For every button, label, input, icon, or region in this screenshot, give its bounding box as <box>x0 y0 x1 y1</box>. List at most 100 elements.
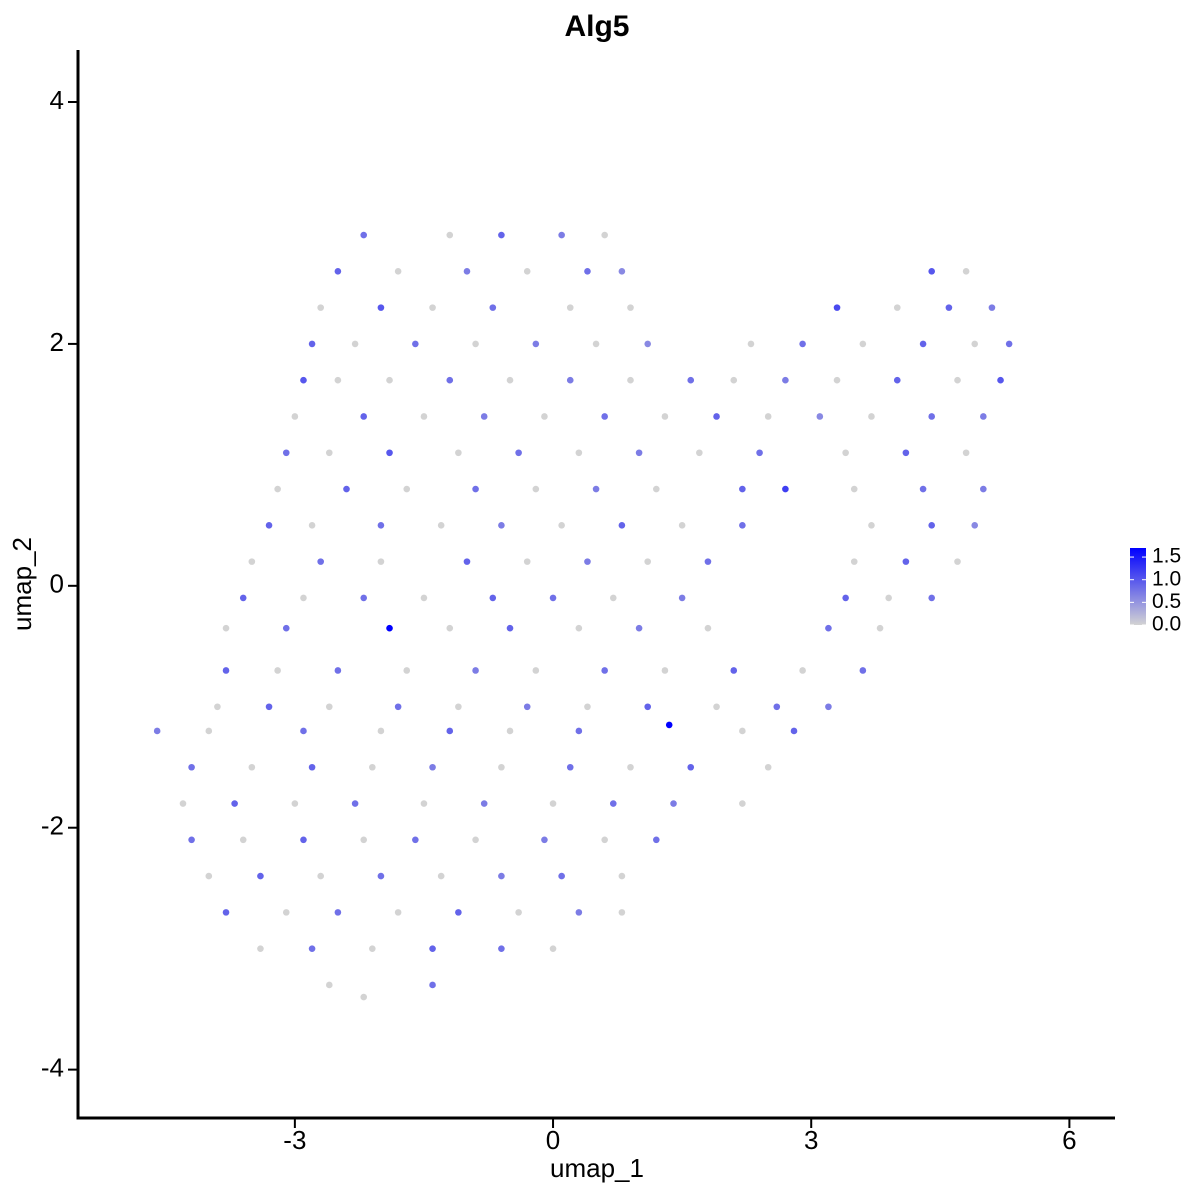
point <box>739 485 746 493</box>
point <box>575 727 583 735</box>
point <box>360 993 368 1001</box>
point <box>902 449 910 457</box>
point <box>618 268 626 275</box>
point <box>308 522 316 529</box>
point <box>291 800 299 807</box>
point <box>498 231 505 239</box>
point <box>713 413 720 420</box>
point <box>455 449 462 457</box>
point <box>609 594 617 602</box>
point <box>179 800 187 807</box>
point <box>403 667 411 674</box>
point <box>859 340 867 348</box>
point <box>747 340 755 348</box>
point <box>618 872 626 880</box>
point <box>601 231 608 239</box>
point <box>756 449 763 457</box>
point <box>876 624 884 632</box>
point <box>627 304 634 311</box>
point <box>325 981 333 989</box>
point <box>644 558 652 565</box>
point <box>325 703 333 711</box>
point <box>566 304 574 311</box>
y-tick-label: -4 <box>41 1052 64 1082</box>
point <box>412 340 419 348</box>
point <box>317 872 324 880</box>
point <box>704 558 712 565</box>
point <box>377 522 385 529</box>
point <box>403 485 411 493</box>
point <box>300 594 307 602</box>
point <box>377 727 385 735</box>
colorbar-tick-label: 1.5 <box>1152 545 1181 568</box>
point <box>713 703 720 711</box>
point <box>300 836 307 844</box>
point <box>498 945 505 952</box>
point <box>541 413 548 420</box>
point <box>584 558 591 565</box>
point <box>653 836 660 844</box>
point <box>437 522 445 529</box>
point <box>954 376 961 384</box>
point <box>566 376 574 384</box>
point <box>782 485 789 493</box>
point <box>893 304 901 311</box>
point <box>472 340 479 348</box>
point <box>437 872 445 880</box>
point <box>661 667 669 674</box>
point <box>308 340 316 348</box>
point <box>566 763 574 771</box>
point <box>274 667 281 674</box>
point <box>549 945 557 952</box>
point <box>739 727 746 735</box>
point <box>334 268 342 275</box>
point <box>455 703 462 711</box>
point <box>575 449 583 457</box>
point <box>739 800 746 807</box>
point <box>962 268 970 275</box>
point <box>498 872 505 880</box>
point <box>592 485 600 493</box>
point <box>868 413 875 420</box>
point <box>782 376 789 384</box>
point <box>274 485 281 493</box>
point <box>687 763 695 771</box>
point <box>472 667 479 674</box>
point <box>360 594 368 602</box>
point <box>239 836 247 844</box>
point <box>239 594 247 602</box>
point <box>420 594 428 602</box>
y-tick-label: 0 <box>50 569 64 599</box>
point <box>850 558 858 565</box>
point <box>222 909 230 916</box>
point <box>919 485 927 493</box>
point <box>153 727 161 735</box>
point <box>429 763 436 771</box>
point <box>532 485 540 493</box>
point <box>687 376 695 384</box>
point <box>248 763 256 771</box>
point <box>480 800 488 807</box>
point <box>558 231 565 239</box>
point <box>480 413 488 420</box>
point <box>248 558 256 565</box>
colorbar <box>1130 548 1146 625</box>
point <box>954 558 961 565</box>
point <box>282 909 290 916</box>
point <box>670 800 677 807</box>
point <box>678 522 686 529</box>
point <box>730 667 738 674</box>
point <box>282 449 290 457</box>
point <box>394 703 402 711</box>
point <box>308 945 316 952</box>
point <box>360 836 368 844</box>
point <box>205 872 213 880</box>
point <box>222 667 230 674</box>
point <box>334 909 342 916</box>
point <box>928 594 935 602</box>
point <box>893 376 901 384</box>
point <box>523 703 531 711</box>
colorbar-tick-label: 0.0 <box>1152 613 1181 636</box>
point <box>988 304 996 311</box>
